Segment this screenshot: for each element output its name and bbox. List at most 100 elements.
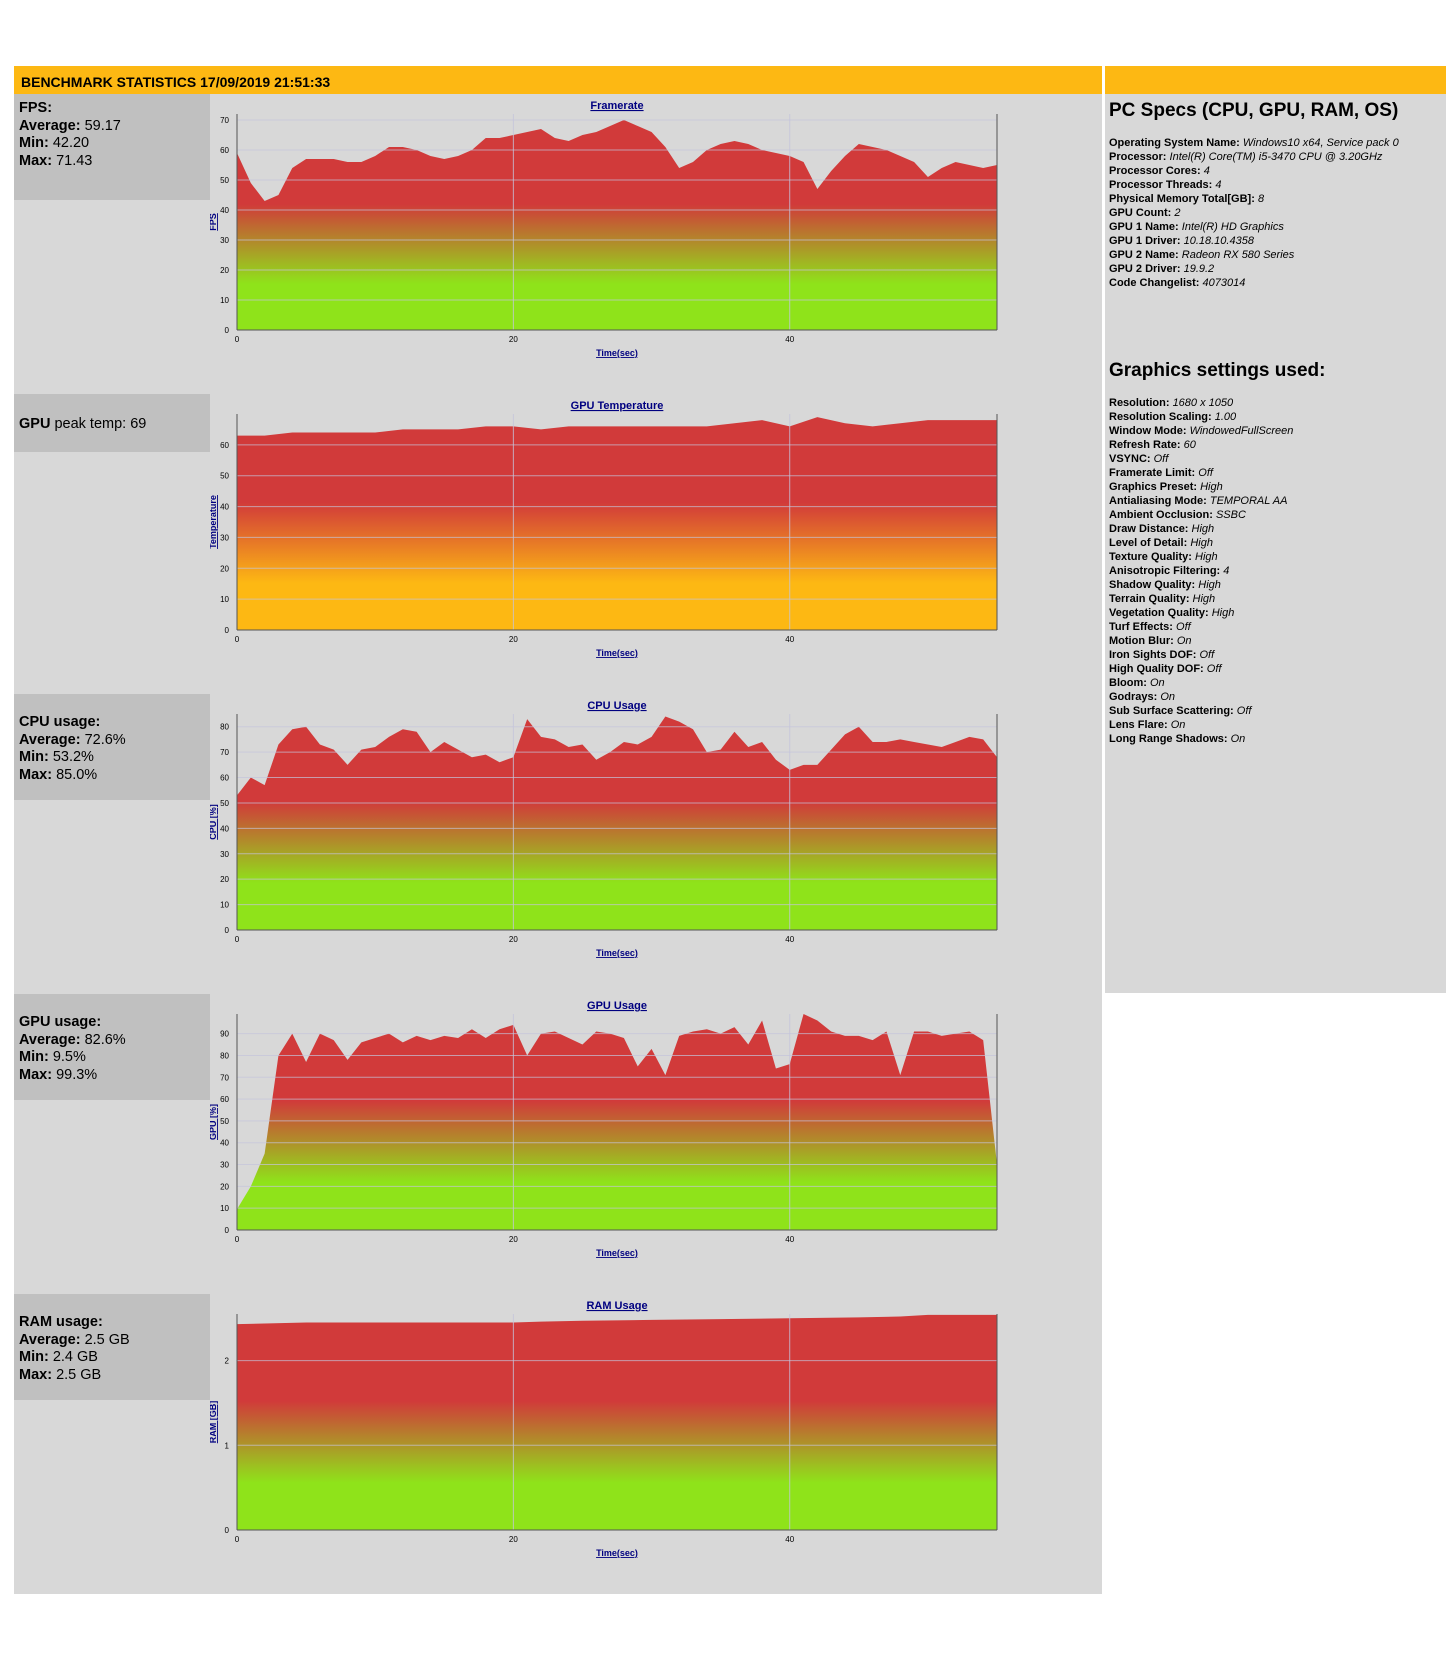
spec-label: Ambient Occlusion: bbox=[1109, 509, 1213, 521]
y-tick-label: 30 bbox=[220, 1161, 229, 1170]
pc-spec-row: Physical Memory Total[GB]: 8 bbox=[1109, 192, 1399, 206]
y-tick-label: 0 bbox=[225, 1226, 230, 1235]
spec-value: Off bbox=[1206, 663, 1222, 675]
graphics-setting-row: Long Range Shadows: On bbox=[1109, 732, 1293, 746]
spec-label: Terrain Quality: bbox=[1109, 593, 1190, 605]
specs-header-bar bbox=[1105, 66, 1446, 94]
graphics-setting-row: Lens Flare: On bbox=[1109, 718, 1293, 732]
graphics-setting-row: High Quality DOF: Off bbox=[1109, 662, 1293, 676]
chart-title: GPU Usage bbox=[587, 1000, 647, 1012]
pc-spec-row: Processor: Intel(R) Core(TM) i5-3470 CPU… bbox=[1109, 150, 1399, 164]
graphics-setting-row: Godrays: On bbox=[1109, 690, 1293, 704]
spec-label: Resolution: bbox=[1109, 397, 1170, 409]
y-tick-label: 10 bbox=[220, 901, 229, 910]
y-tick-label: 40 bbox=[220, 503, 229, 512]
spec-label: Iron Sights DOF: bbox=[1109, 649, 1197, 661]
y-tick-label: 70 bbox=[220, 1073, 229, 1082]
x-tick-label: 20 bbox=[509, 635, 518, 644]
gpu-temp-stats-box: GPU peak temp: 69 bbox=[14, 394, 210, 452]
spec-value: 10.18.10.4358 bbox=[1183, 235, 1254, 247]
spec-value: High bbox=[1192, 593, 1216, 605]
spec-value: 4 bbox=[1215, 179, 1222, 191]
y-tick-label: 60 bbox=[220, 774, 229, 783]
graphics-setting-row: Framerate Limit: Off bbox=[1109, 466, 1293, 480]
ram-average-label: Average: bbox=[19, 1331, 81, 1348]
gpu-usage-stats-box: GPU usage: Average: 82.6% Min: 9.5% Max:… bbox=[14, 994, 210, 1100]
fps-stats-title: FPS: bbox=[19, 100, 53, 116]
series-area bbox=[237, 417, 997, 630]
pc-spec-row: GPU 2 Driver: 19.9.2 bbox=[1109, 262, 1399, 276]
spec-value: Off bbox=[1199, 649, 1215, 661]
spec-label: GPU 1 Name: bbox=[1109, 221, 1179, 233]
x-tick-label: 20 bbox=[509, 935, 518, 944]
gpu-usage-chart: 0 10 20 30 40 50 60 70 80 90 0 20 40 GPU Usage Time(se… bbox=[210, 1000, 998, 1258]
spec-label: Texture Quality: bbox=[1109, 551, 1192, 563]
x-tick-label: 20 bbox=[509, 335, 518, 344]
spec-label: GPU 2 Name: bbox=[1109, 249, 1179, 261]
gpu-temperature-chart: 0 10 20 30 40 50 60 0 20 40 GPU Temperature Time(se… bbox=[210, 400, 998, 658]
y-tick-label: 20 bbox=[220, 1182, 229, 1191]
y-axis-title: GPU [%] bbox=[210, 1104, 218, 1140]
fps-average-value: 59.17 bbox=[84, 117, 121, 134]
y-axis-title: CPU [%] bbox=[210, 804, 218, 840]
cpu-min-label: Min: bbox=[19, 749, 49, 765]
spec-value: 19.9.2 bbox=[1183, 263, 1215, 275]
x-tick-label: 0 bbox=[235, 1535, 240, 1544]
y-axis-title: FPS bbox=[210, 213, 218, 231]
spec-label: Motion Blur: bbox=[1109, 635, 1174, 647]
spec-label: Godrays: bbox=[1109, 691, 1158, 703]
spec-value: On bbox=[1176, 635, 1192, 647]
spec-value: On bbox=[1149, 677, 1165, 689]
spec-label: Operating System Name: bbox=[1109, 137, 1240, 149]
gpu-peak-temp-value: peak temp: 69 bbox=[54, 416, 147, 432]
cpu-average-value: 72.6% bbox=[84, 731, 126, 748]
x-tick-label: 0 bbox=[235, 335, 240, 344]
spec-label: Resolution Scaling: bbox=[1109, 411, 1212, 423]
cpu-min-value: 53.2% bbox=[52, 749, 94, 765]
cpu-max-value: 85.0% bbox=[56, 766, 98, 783]
spec-value: Off bbox=[1198, 467, 1213, 479]
y-tick-label: 60 bbox=[220, 1095, 229, 1104]
gpu-average-label: Average: bbox=[19, 1031, 81, 1048]
spec-value: High bbox=[1190, 537, 1213, 549]
y-tick-label: 50 bbox=[220, 176, 229, 185]
x-tick-label: 40 bbox=[785, 335, 794, 344]
fps-average-label: Average: bbox=[19, 117, 81, 134]
graphics-setting-row: Antialiasing Mode: TEMPORAL AA bbox=[1109, 494, 1293, 508]
graphics-setting-row: Draw Distance: High bbox=[1109, 522, 1293, 536]
pc-spec-row: Operating System Name: Windows10 x64, Se… bbox=[1109, 136, 1399, 150]
spec-value: Off bbox=[1153, 453, 1169, 465]
series-area bbox=[237, 1314, 997, 1530]
y-tick-label: 30 bbox=[220, 533, 229, 542]
chart-title: Framerate bbox=[590, 100, 643, 112]
spec-value: High bbox=[1211, 607, 1235, 619]
y-tick-label: 40 bbox=[220, 824, 229, 833]
graphics-setting-row: Ambient Occlusion: SSBC bbox=[1109, 508, 1293, 522]
ram-min-value: 2.4 GB bbox=[52, 1349, 98, 1365]
spec-value: Radeon RX 580 Series bbox=[1181, 249, 1295, 261]
ram-max-value: 2.5 GB bbox=[56, 1366, 102, 1383]
spec-label: Long Range Shadows: bbox=[1109, 733, 1228, 745]
cpu-average-label: Average: bbox=[19, 731, 81, 748]
cpu-stats-title: CPU usage: bbox=[19, 714, 101, 730]
spec-label: Sub Surface Scattering: bbox=[1109, 705, 1234, 717]
framerate-chart: 0 10 20 30 40 50 60 70 0 20 40 Framerate Time(sec) FP… bbox=[210, 100, 998, 358]
spec-label: Draw Distance: bbox=[1109, 523, 1189, 535]
y-tick-label: 50 bbox=[220, 799, 229, 808]
graphics-setting-row: Shadow Quality: High bbox=[1109, 578, 1293, 592]
y-tick-label: 60 bbox=[220, 146, 229, 155]
y-tick-label: 50 bbox=[220, 472, 229, 481]
spec-label: Turf Effects: bbox=[1109, 621, 1173, 633]
spec-label: High Quality DOF: bbox=[1109, 663, 1204, 675]
spec-value: 4 bbox=[1223, 565, 1230, 577]
benchmark-header: BENCHMARK STATISTICS 17/09/2019 21:51:33 bbox=[14, 66, 1102, 94]
y-tick-label: 0 bbox=[225, 926, 230, 935]
gpu-min-value: 9.5% bbox=[52, 1049, 86, 1065]
graphics-setting-row: Resolution: 1680 x 1050 bbox=[1109, 396, 1293, 410]
gpu-min-label: Min: bbox=[19, 1049, 49, 1065]
y-tick-label: 0 bbox=[225, 1526, 230, 1535]
graphics-setting-row: Level of Detail: High bbox=[1109, 536, 1293, 550]
fps-min-value: 42.20 bbox=[52, 135, 90, 151]
gpu-max-label: Max: bbox=[19, 1066, 53, 1083]
